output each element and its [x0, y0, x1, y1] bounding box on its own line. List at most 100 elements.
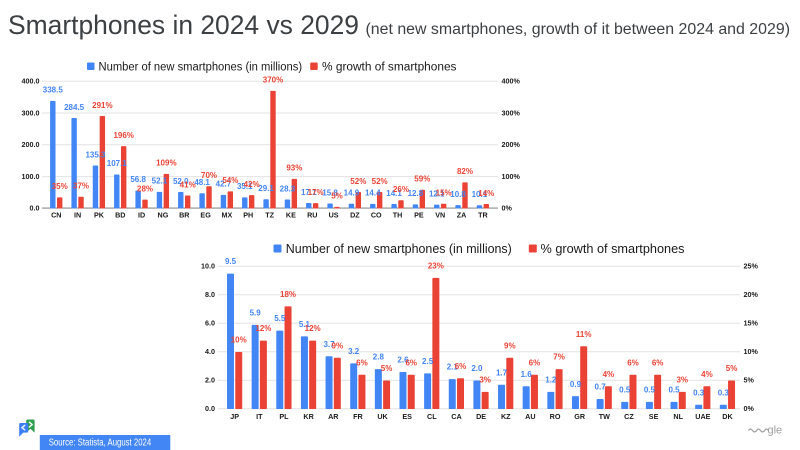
svg-text:52%: 52% — [350, 177, 366, 186]
svg-text:200%: 200% — [502, 140, 521, 149]
svg-text:35%: 35% — [52, 182, 68, 191]
svg-text:12%: 12% — [255, 324, 271, 333]
svg-text:10.1: 10.1 — [472, 190, 488, 199]
svg-text:TH: TH — [393, 210, 403, 219]
svg-text:UAE: UAE — [695, 412, 710, 421]
svg-text:10%: 10% — [744, 347, 759, 356]
svg-text:12%: 12% — [305, 324, 321, 333]
svg-text:5%: 5% — [381, 364, 393, 373]
svg-text:5.9: 5.9 — [250, 309, 262, 318]
svg-text:15.8: 15.8 — [322, 188, 338, 197]
svg-text:PH: PH — [243, 210, 253, 219]
svg-text:100.0: 100.0 — [22, 172, 40, 181]
svg-text:9.5: 9.5 — [225, 257, 237, 266]
svg-text:0.9: 0.9 — [570, 380, 582, 389]
svg-text:TW: TW — [599, 412, 610, 421]
svg-text:200.0: 200.0 — [22, 140, 40, 149]
svg-text:28.3: 28.3 — [280, 184, 296, 193]
svg-text:135.3: 135.3 — [85, 150, 106, 159]
svg-text:17%: 17% — [308, 188, 324, 197]
svg-text:14.4: 14.4 — [365, 189, 381, 198]
svg-text:(net new smartphones, growth o: (net new smartphones, growth of it betwe… — [366, 21, 791, 38]
svg-text:12.1: 12.1 — [429, 189, 445, 198]
svg-text:400.0: 400.0 — [22, 77, 40, 86]
svg-text:0.3: 0.3 — [693, 388, 705, 397]
svg-text:6%: 6% — [455, 362, 467, 371]
svg-text:15%: 15% — [744, 319, 759, 328]
svg-text:25%: 25% — [744, 262, 759, 271]
svg-text:14.1: 14.1 — [386, 189, 402, 198]
svg-text:ID: ID — [138, 210, 145, 219]
svg-text:1.2: 1.2 — [545, 376, 557, 385]
svg-text:BD: BD — [115, 210, 125, 219]
svg-text:2.0: 2.0 — [205, 376, 215, 385]
svg-text:UK: UK — [377, 412, 388, 421]
svg-text:3.2: 3.2 — [348, 347, 360, 356]
svg-text:48.1: 48.1 — [194, 178, 210, 187]
svg-text:BR: BR — [179, 210, 190, 219]
svg-text:3%: 3% — [479, 376, 491, 385]
svg-text:DE: DE — [476, 412, 486, 421]
svg-text:29.1: 29.1 — [258, 184, 274, 193]
svg-text:300.0: 300.0 — [22, 108, 40, 117]
svg-text:1.7: 1.7 — [496, 368, 508, 377]
svg-text:1.6: 1.6 — [521, 370, 533, 379]
svg-text:JP: JP — [230, 412, 239, 421]
svg-text:PL: PL — [279, 412, 289, 421]
svg-text:5%: 5% — [331, 192, 343, 201]
svg-text:8.0: 8.0 — [205, 290, 215, 299]
svg-text:4%: 4% — [603, 370, 615, 379]
svg-text:15%: 15% — [436, 189, 452, 198]
svg-text:4.0: 4.0 — [205, 347, 215, 356]
svg-text:ES: ES — [402, 412, 412, 421]
svg-text:5.1: 5.1 — [299, 320, 311, 329]
svg-text:6%: 6% — [356, 358, 368, 367]
svg-text:0.5: 0.5 — [668, 385, 680, 394]
svg-text:Smartphones in 2024 vs 2029: Smartphones in 2024 vs 2029 — [8, 10, 359, 40]
svg-text:82%: 82% — [457, 167, 473, 176]
svg-text:37%: 37% — [73, 182, 89, 191]
svg-text:52%: 52% — [372, 177, 388, 186]
svg-text:28%: 28% — [137, 184, 153, 193]
svg-text:400%: 400% — [502, 77, 521, 86]
svg-text:23%: 23% — [428, 262, 444, 271]
svg-text:5%: 5% — [744, 376, 755, 385]
svg-text:0.0: 0.0 — [30, 204, 40, 213]
svg-text:0.5: 0.5 — [619, 385, 631, 394]
svg-text:56.8: 56.8 — [130, 175, 146, 184]
svg-text:338.5: 338.5 — [43, 86, 64, 95]
svg-text:41%: 41% — [180, 180, 196, 189]
svg-text:2.5: 2.5 — [422, 357, 434, 366]
svg-text:6.0: 6.0 — [205, 319, 215, 328]
svg-text:TR: TR — [478, 210, 488, 219]
svg-text:0%: 0% — [502, 204, 513, 213]
svg-text:7%: 7% — [553, 353, 565, 362]
svg-text:PK: PK — [94, 210, 105, 219]
svg-text:IN: IN — [74, 210, 81, 219]
svg-text:0.0: 0.0 — [205, 404, 215, 413]
svg-text:0.3: 0.3 — [718, 388, 730, 397]
svg-text:300%: 300% — [502, 108, 521, 117]
svg-text:RU: RU — [307, 210, 317, 219]
svg-text:0.5: 0.5 — [644, 385, 656, 394]
svg-text:KE: KE — [286, 210, 296, 219]
svg-text:26%: 26% — [393, 185, 409, 194]
svg-text:3.7: 3.7 — [323, 340, 335, 349]
svg-text:14%: 14% — [478, 189, 494, 198]
svg-text:12.8: 12.8 — [408, 189, 424, 198]
svg-text:2.8: 2.8 — [373, 353, 385, 362]
svg-text:MX: MX — [222, 210, 233, 219]
svg-text:5%: 5% — [726, 364, 738, 373]
svg-text:20%: 20% — [744, 290, 759, 299]
svg-text:CN: CN — [51, 210, 61, 219]
svg-text:10%: 10% — [231, 336, 247, 345]
svg-text:GR: GR — [574, 412, 586, 421]
svg-text:107.1: 107.1 — [107, 159, 128, 168]
svg-text:IT: IT — [256, 412, 263, 421]
svg-text:AU: AU — [525, 412, 535, 421]
svg-text:52.1: 52.1 — [152, 177, 168, 186]
svg-text:SE: SE — [649, 412, 659, 421]
svg-text:11%: 11% — [576, 330, 592, 339]
svg-text:109%: 109% — [156, 159, 176, 168]
svg-text:70%: 70% — [201, 171, 217, 180]
